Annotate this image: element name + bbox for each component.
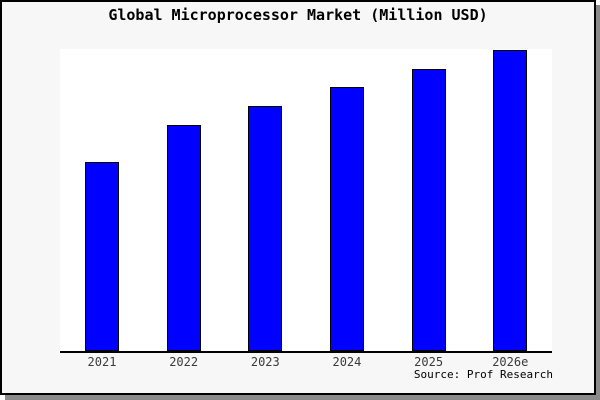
bar-2025: [411, 69, 446, 351]
bar-2023: [248, 106, 283, 351]
plot-area: [60, 49, 552, 351]
bar-2024: [329, 87, 364, 351]
x-tick-label-2022: 2022: [169, 355, 199, 369]
chart-title: Global Microprocessor Market (Million US…: [108, 6, 488, 24]
x-tick-label-2024: 2024: [332, 355, 362, 369]
bar-2021: [85, 162, 119, 351]
x-tick-label-2021: 2021: [87, 355, 117, 369]
x-tick-label-2023: 2023: [250, 355, 280, 369]
x-tick-label-2025: 2025: [414, 355, 444, 369]
bar-2022: [166, 125, 201, 351]
x-tick-label-2026e: 2026e: [492, 355, 529, 369]
source-note: Source: Prof Research: [413, 368, 553, 381]
x-axis-line: [60, 351, 552, 353]
bar-2026e: [493, 50, 528, 351]
